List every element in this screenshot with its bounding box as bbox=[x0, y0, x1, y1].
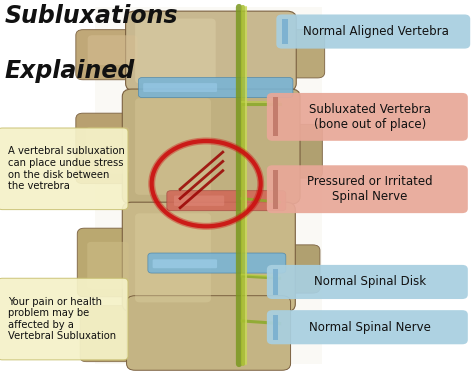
FancyBboxPatch shape bbox=[77, 228, 145, 297]
FancyBboxPatch shape bbox=[148, 253, 286, 273]
FancyBboxPatch shape bbox=[270, 30, 325, 78]
FancyBboxPatch shape bbox=[122, 202, 295, 312]
FancyBboxPatch shape bbox=[0, 278, 128, 360]
FancyBboxPatch shape bbox=[273, 97, 278, 136]
FancyBboxPatch shape bbox=[86, 127, 129, 174]
Text: Your pain or health
problem may be
affected by a
Vertebral Subluxation: Your pain or health problem may be affec… bbox=[8, 297, 116, 341]
Text: Explained: Explained bbox=[5, 59, 135, 83]
Text: Subluxated Vertebra
(bone out of place): Subluxated Vertebra (bone out of place) bbox=[309, 103, 431, 131]
FancyBboxPatch shape bbox=[270, 245, 320, 293]
FancyBboxPatch shape bbox=[135, 213, 211, 302]
FancyBboxPatch shape bbox=[138, 78, 293, 98]
Text: Normal Spinal Disk: Normal Spinal Disk bbox=[314, 275, 426, 289]
Polygon shape bbox=[95, 7, 322, 364]
FancyBboxPatch shape bbox=[135, 19, 216, 83]
FancyBboxPatch shape bbox=[143, 83, 217, 92]
FancyBboxPatch shape bbox=[127, 296, 291, 370]
FancyBboxPatch shape bbox=[88, 35, 137, 65]
Text: A vertebral subluxation
can place undue stress
on the disk between
the vetrebra: A vertebral subluxation can place undue … bbox=[8, 147, 125, 191]
Text: Normal Spinal Nerve: Normal Spinal Nerve bbox=[309, 321, 431, 334]
FancyBboxPatch shape bbox=[267, 265, 468, 299]
FancyBboxPatch shape bbox=[273, 269, 278, 295]
FancyBboxPatch shape bbox=[273, 170, 278, 209]
FancyBboxPatch shape bbox=[276, 14, 470, 49]
FancyBboxPatch shape bbox=[80, 306, 145, 362]
FancyBboxPatch shape bbox=[273, 315, 278, 340]
Text: Subluxations: Subluxations bbox=[5, 4, 178, 28]
FancyBboxPatch shape bbox=[167, 191, 286, 211]
FancyBboxPatch shape bbox=[135, 98, 211, 195]
FancyBboxPatch shape bbox=[87, 242, 129, 289]
Text: Normal Aligned Vertebra: Normal Aligned Vertebra bbox=[303, 25, 448, 38]
FancyBboxPatch shape bbox=[267, 93, 468, 141]
Text: Pressured or Irritated
Spinal Nerve: Pressured or Irritated Spinal Nerve bbox=[307, 175, 433, 203]
FancyBboxPatch shape bbox=[76, 113, 145, 184]
FancyBboxPatch shape bbox=[267, 310, 468, 344]
FancyBboxPatch shape bbox=[76, 30, 149, 80]
FancyBboxPatch shape bbox=[282, 19, 288, 44]
FancyBboxPatch shape bbox=[126, 11, 296, 91]
FancyBboxPatch shape bbox=[153, 259, 217, 268]
FancyBboxPatch shape bbox=[273, 124, 322, 178]
FancyBboxPatch shape bbox=[267, 165, 468, 213]
FancyBboxPatch shape bbox=[174, 196, 224, 206]
FancyBboxPatch shape bbox=[122, 89, 300, 204]
FancyBboxPatch shape bbox=[0, 128, 128, 210]
